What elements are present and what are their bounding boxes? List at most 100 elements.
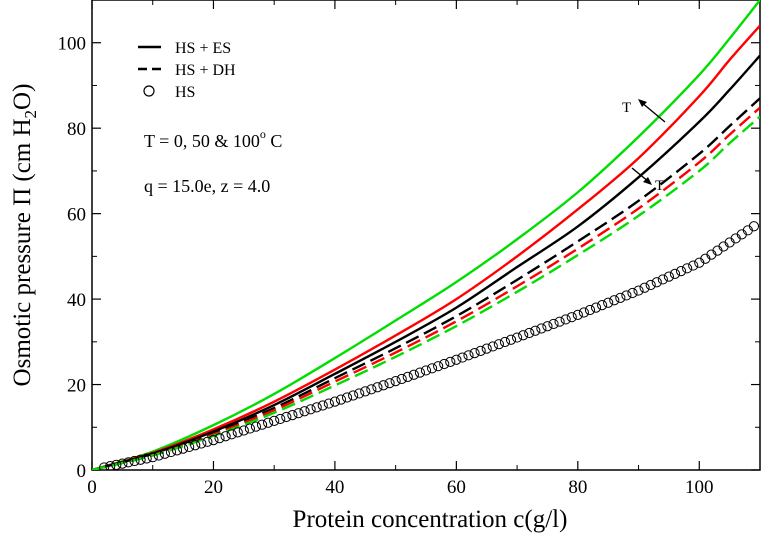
hs-point xyxy=(487,341,498,352)
hs-point xyxy=(226,429,237,440)
hs-point xyxy=(190,440,201,451)
annotation-params: q = 15.0e, z = 4.0 xyxy=(144,176,270,196)
hs-point xyxy=(414,367,426,378)
legend: HS + ES HS + DH HS xyxy=(138,40,236,101)
hs-point xyxy=(663,271,675,282)
hs-point xyxy=(645,279,656,291)
hs-point xyxy=(475,345,486,356)
hs-point xyxy=(238,425,249,436)
hs-point xyxy=(554,316,565,327)
hs-point xyxy=(463,350,474,361)
hs-point xyxy=(493,339,504,350)
hs-point xyxy=(633,285,644,296)
y-tick-label: 60 xyxy=(67,205,86,226)
hs-point xyxy=(341,392,353,403)
y-axis-label: Osmotic pressure Π (cm H2O) xyxy=(9,84,40,387)
y-axis-label-sub: 2 xyxy=(21,110,40,119)
hs-point xyxy=(657,274,668,285)
hs-point xyxy=(560,314,571,325)
hs-point xyxy=(469,347,480,359)
hs-point xyxy=(214,433,225,444)
hs-point xyxy=(542,321,553,332)
x-tick-label: 0 xyxy=(87,477,97,498)
hs-point xyxy=(177,443,189,454)
hs-point xyxy=(317,400,328,411)
hs-markers xyxy=(99,221,760,470)
legend-label-hs-es: HS + ES xyxy=(175,40,231,57)
hs-point xyxy=(597,300,608,311)
hs-point xyxy=(250,421,262,432)
hs-point xyxy=(572,309,583,320)
x-tick-label: 100 xyxy=(685,477,714,498)
hs-point xyxy=(269,415,280,426)
series-line-1 xyxy=(92,24,760,470)
y-tick-label: 20 xyxy=(67,376,86,397)
annotation-temperatures: T = 0, 50 & 100o C xyxy=(144,127,282,151)
hs-point xyxy=(511,332,523,343)
hs-point xyxy=(244,423,255,434)
hs-point xyxy=(335,394,347,405)
arrow-dh-label: T xyxy=(655,178,664,194)
hs-point xyxy=(360,386,371,397)
x-axis-label: Protein concentration c(g/l) xyxy=(293,506,568,533)
annotation-temperatures-degree: o xyxy=(260,127,266,141)
hs-point xyxy=(171,445,183,456)
hs-point xyxy=(159,448,170,459)
hs-point xyxy=(439,358,450,370)
plot-frame xyxy=(91,0,761,471)
hs-point xyxy=(682,263,693,274)
hs-point xyxy=(396,373,407,385)
hs-point xyxy=(105,461,116,470)
hs-point xyxy=(275,413,286,425)
hs-point xyxy=(129,455,140,467)
hs-point xyxy=(111,459,122,470)
hs-point xyxy=(366,384,377,395)
legend-label-hs: HS xyxy=(175,84,195,101)
y-tick-label: 100 xyxy=(58,34,87,55)
legend-label-hs-dh: HS + DH xyxy=(175,62,236,79)
y-tick-label: 80 xyxy=(67,119,86,140)
hs-point xyxy=(621,290,632,301)
arrow-dh-head xyxy=(643,177,652,185)
x-tick-label: 80 xyxy=(568,477,587,498)
hs-point xyxy=(505,334,517,345)
hs-point xyxy=(590,302,602,313)
hs-point xyxy=(675,266,687,277)
hs-point xyxy=(748,221,760,232)
hs-point xyxy=(408,369,419,380)
legend-marker-circle xyxy=(143,85,155,97)
hs-point xyxy=(615,292,626,303)
series-line-2 xyxy=(92,54,760,470)
annotation-temperatures-suffix: C xyxy=(266,131,283,151)
hs-point xyxy=(135,454,146,465)
arrow-es-head xyxy=(638,99,647,107)
hs-point xyxy=(627,287,638,299)
hs-point xyxy=(688,260,699,271)
hs-point xyxy=(99,462,110,470)
hs-point xyxy=(378,380,389,391)
hs-point xyxy=(293,408,304,419)
x-tick-label: 20 xyxy=(204,477,223,498)
hs-point xyxy=(530,325,541,336)
hs-point xyxy=(499,336,511,348)
annotation-temperatures-prefix: T = 0, 50 & 100 xyxy=(144,131,260,151)
hs-point xyxy=(287,409,298,421)
hs-point xyxy=(536,323,547,334)
hs-point xyxy=(348,390,359,401)
hs-point xyxy=(147,452,158,463)
hs-point xyxy=(372,382,383,393)
hs-point xyxy=(651,277,662,288)
hs-point xyxy=(445,356,456,367)
hs-point xyxy=(232,427,243,438)
hs-point xyxy=(548,318,559,330)
arrow-es-shaft xyxy=(640,101,666,123)
hs-point xyxy=(311,402,322,413)
hs-point xyxy=(524,327,535,339)
hs-point xyxy=(402,371,413,382)
hs-point xyxy=(384,378,395,389)
hs-point xyxy=(457,352,468,363)
hs-point xyxy=(123,457,134,468)
hs-point xyxy=(196,438,207,449)
hs-point xyxy=(281,411,292,423)
y-axis-label-tail: O) xyxy=(9,84,36,110)
